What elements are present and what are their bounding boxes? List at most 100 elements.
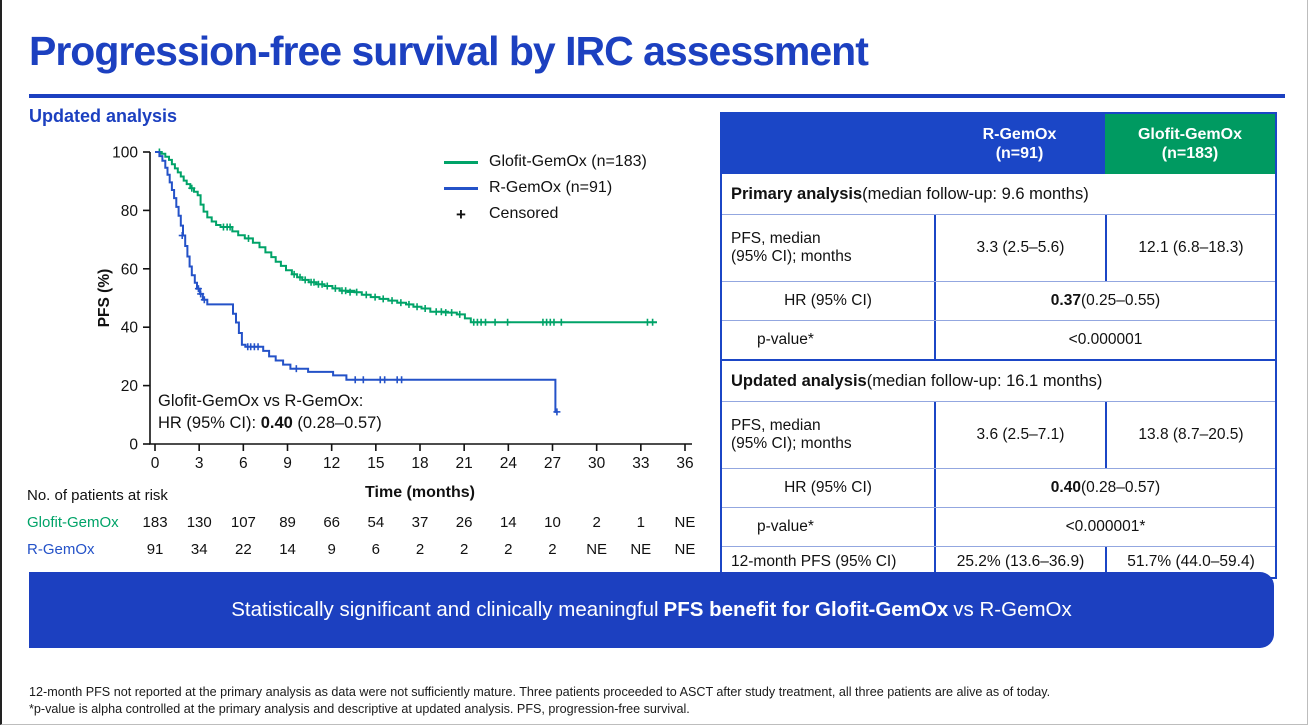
results-header-cell: R-GemOx (n=91) bbox=[934, 114, 1105, 174]
risk-count: 9 bbox=[327, 541, 336, 558]
row-value: 25.2% (13.6–36.9) bbox=[934, 547, 1105, 577]
subtitle-updated-analysis: Updated analysis bbox=[29, 106, 178, 126]
censored-plus-icon: + bbox=[456, 204, 466, 224]
results-row: PFS, median (95% CI); months 3.6 (2.5–7.1… bbox=[722, 401, 1275, 468]
chart-legend: Glofit-GemOx (n=183) R-GemOx (n=91) + Ce… bbox=[444, 149, 647, 227]
risk-row-glofit-gemox: Glofit-GemOx 183 130 107 89 66 54 37 26 14 10 2 1 NE bbox=[2, 514, 742, 534]
hr-annotation-line1: Glofit-GemOx vs R-GemOx: bbox=[158, 392, 364, 410]
svg-text:33: 33 bbox=[632, 455, 649, 472]
legend-item-censored: + Censored bbox=[444, 201, 647, 227]
legend-label: Glofit-GemOx (n=183) bbox=[489, 153, 647, 170]
x-axis-label: Time (months) bbox=[365, 484, 475, 501]
results-row: HR (95% CI) 0.40 (0.28–0.57) bbox=[722, 468, 1275, 507]
risk-count: 89 bbox=[279, 514, 296, 531]
svg-text:30: 30 bbox=[588, 455, 606, 472]
row-value-merged: 0.37 (0.25–0.55) bbox=[934, 282, 1275, 320]
svg-text:40: 40 bbox=[121, 320, 139, 337]
risk-count: 37 bbox=[411, 514, 429, 531]
risk-count: 54 bbox=[367, 514, 385, 531]
banner-text-bold: PFS benefit for Glofit-GemOx bbox=[663, 598, 949, 621]
risk-count: 2 bbox=[504, 541, 513, 558]
risk-count: 91 bbox=[146, 541, 164, 558]
results-row: PFS, median (95% CI); months 3.3 (2.5–5.6… bbox=[722, 214, 1275, 281]
svg-text:80: 80 bbox=[121, 203, 139, 220]
risk-count: 22 bbox=[235, 541, 252, 558]
results-row: p-value* <0.000001 bbox=[722, 320, 1275, 359]
legend-item-glofit: Glofit-GemOx (n=183) bbox=[444, 149, 647, 175]
results-row: p-value* <0.000001* bbox=[722, 507, 1275, 546]
risk-count: NE bbox=[674, 541, 696, 558]
results-header-cell: Glofit-GemOx (n=183) bbox=[1105, 114, 1275, 174]
legend-label: R-GemOx (n=91) bbox=[489, 179, 613, 196]
footnotes: 12-month PFS not reported at the primary… bbox=[29, 684, 1050, 718]
risk-count: 2 bbox=[415, 541, 425, 558]
footnote-line-2: *p-value is alpha controlled at the prim… bbox=[29, 702, 690, 716]
row-value-merged: <0.000001 bbox=[934, 321, 1275, 359]
svg-text:36: 36 bbox=[676, 455, 693, 472]
svg-text:100: 100 bbox=[112, 145, 138, 162]
risk-count: 130 bbox=[186, 514, 212, 531]
row-value: 51.7% (44.0–59.4) bbox=[1105, 547, 1275, 577]
results-row: HR (95% CI) 0.37 (0.25–0.55) bbox=[722, 281, 1275, 320]
row-value-merged: <0.000001* bbox=[934, 508, 1275, 546]
row-value: 13.8 (8.7–20.5) bbox=[1105, 402, 1275, 468]
risk-count: 2 bbox=[459, 541, 469, 558]
hr-annotation: Glofit-GemOx vs R-GemOx: HR (95% CI): 0.… bbox=[158, 390, 382, 434]
row-value-merged: 0.40 (0.28–0.57) bbox=[934, 469, 1275, 507]
risk-count: 66 bbox=[323, 514, 341, 531]
svg-text:21: 21 bbox=[456, 455, 473, 472]
row-label: 12-month PFS (95% CI) bbox=[731, 553, 897, 570]
svg-text:3: 3 bbox=[195, 455, 204, 472]
risk-row-label: Glofit-GemOx bbox=[27, 514, 119, 531]
row-label: p-value* bbox=[757, 518, 814, 535]
risk-count: NE bbox=[630, 541, 652, 558]
svg-text:0: 0 bbox=[129, 437, 138, 454]
title-rule bbox=[29, 94, 1285, 98]
risk-count: NE bbox=[674, 514, 696, 531]
svg-text:20: 20 bbox=[121, 378, 139, 395]
footnote-line-1: 12-month PFS not reported at the primary… bbox=[29, 685, 1051, 699]
risk-row-r-gemox: R-GemOx 91 34 22 14 9 6 2 2 2 2 NE NE NE bbox=[2, 541, 742, 561]
results-row: Updated analysis (median follow-up: 16.1… bbox=[722, 359, 1275, 401]
svg-text:0: 0 bbox=[151, 455, 160, 472]
row-label: HR (95% CI) bbox=[784, 292, 872, 309]
svg-text:24: 24 bbox=[500, 455, 518, 472]
results-table-body: Primary analysis (median follow-up: 9.6 … bbox=[722, 174, 1275, 577]
conclusion-banner: Statistically significant and clinically… bbox=[29, 572, 1274, 648]
risk-count: 183 bbox=[142, 514, 168, 531]
risk-count: 26 bbox=[455, 514, 473, 531]
glofit-line-swatch bbox=[444, 160, 478, 164]
risk-table-heading: No. of patients at risk bbox=[27, 487, 168, 504]
row-value: 12.1 (6.8–18.3) bbox=[1105, 215, 1275, 281]
results-header-cell bbox=[722, 114, 934, 174]
risk-count: 14 bbox=[279, 541, 296, 558]
svg-text:12: 12 bbox=[323, 455, 340, 472]
risk-count: 107 bbox=[230, 514, 256, 531]
svg-text:6: 6 bbox=[239, 455, 248, 472]
risk-count: 2 bbox=[548, 541, 557, 558]
risk-count: 2 bbox=[592, 514, 601, 531]
results-row: Primary analysis (median follow-up: 9.6 … bbox=[722, 174, 1275, 214]
results-table: R-GemOx (n=91) Glofit-GemOx (n=183) Primary… bbox=[720, 112, 1277, 579]
results-row: 12-month PFS (95% CI) 25.2% (13.6–36.9) 51… bbox=[722, 546, 1275, 577]
risk-count: NE bbox=[586, 541, 608, 558]
risk-count: 14 bbox=[499, 514, 517, 531]
banner-text-post: vs R-GemOx bbox=[953, 598, 1072, 621]
risk-row-label: R-GemOx bbox=[27, 541, 95, 558]
banner-text-pre: Statistically significant and clinically… bbox=[231, 598, 659, 621]
results-table-header: R-GemOx (n=91) Glofit-GemOx (n=183) bbox=[722, 114, 1275, 174]
row-label: PFS, median (95% CI); months bbox=[731, 417, 852, 452]
section-header: Primary analysis (median follow-up: 9.6 … bbox=[731, 184, 1089, 203]
svg-text:18: 18 bbox=[411, 455, 428, 472]
page-title: Progression-free survival by IRC assessm… bbox=[29, 28, 869, 74]
svg-text:9: 9 bbox=[283, 455, 292, 472]
risk-count: 1 bbox=[636, 514, 645, 531]
row-value: 3.6 (2.5–7.1) bbox=[934, 402, 1105, 468]
km-curves bbox=[155, 148, 657, 416]
row-label: p-value* bbox=[757, 331, 814, 348]
legend-item-rgemox: R-GemOx (n=91) bbox=[444, 175, 647, 201]
risk-count: 10 bbox=[544, 514, 561, 531]
